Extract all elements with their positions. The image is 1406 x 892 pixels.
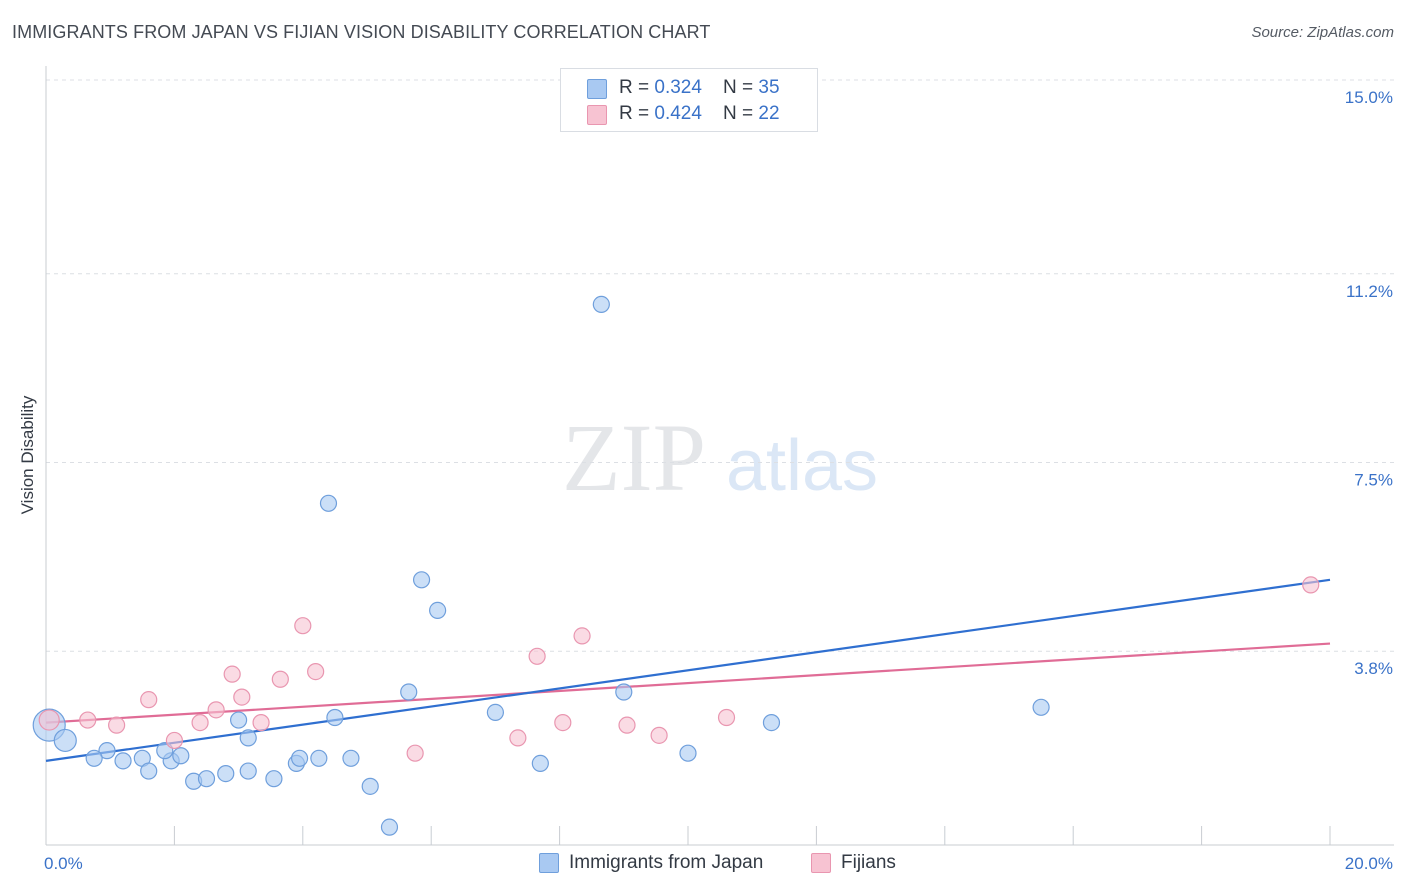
- legend-swatch-fijians: [587, 105, 607, 125]
- data-point-fijians: [294, 617, 312, 635]
- data-point-fijians: [191, 713, 209, 732]
- data-point-japan: [342, 749, 360, 767]
- data-point-fijians: [618, 716, 636, 734]
- legend-n-label: N =: [723, 77, 759, 98]
- data-point-japan: [85, 749, 103, 767]
- data-point-japan: [140, 762, 158, 780]
- data-point-japan: [114, 752, 132, 770]
- legend-r-label: R =: [619, 103, 655, 124]
- legend-r-value: 0.424: [654, 103, 702, 124]
- x-tick-label: 20.0%: [1345, 854, 1393, 873]
- data-point-fijians: [271, 670, 289, 688]
- axes: [45, 66, 1394, 846]
- series-japan-points: [32, 295, 1050, 836]
- data-point-japan: [230, 711, 248, 729]
- legend-n-value: 35: [758, 77, 780, 98]
- data-point-japan: [1032, 698, 1050, 716]
- data-point-fijians: [554, 713, 572, 732]
- data-point-fijians: [717, 708, 736, 727]
- legend-r-value: 0.324: [654, 77, 702, 98]
- data-point-japan: [615, 683, 633, 701]
- data-point-fijians: [509, 729, 527, 747]
- data-point-japan: [172, 747, 190, 765]
- data-point-japan: [197, 770, 216, 788]
- legend-n-value: 22: [758, 103, 780, 124]
- data-point-japan: [98, 742, 116, 760]
- data-point-japan: [326, 708, 344, 727]
- data-point-japan: [53, 728, 77, 753]
- data-point-fijians: [406, 744, 424, 762]
- data-point-fijians: [233, 688, 251, 706]
- source-label: Source: ZipAtlas.com: [1251, 24, 1394, 41]
- data-point-fijians: [573, 627, 591, 645]
- legend-label-japan: Immigrants from Japan: [569, 852, 764, 873]
- data-point-japan: [239, 729, 257, 747]
- legend-swatch-fijians: [811, 853, 831, 873]
- data-point-fijians: [108, 716, 126, 734]
- watermark-atlas: atlas: [726, 426, 878, 506]
- data-point-japan: [361, 777, 379, 795]
- y-tick-label: 11.2%: [1346, 282, 1393, 301]
- data-point-japan: [429, 601, 447, 620]
- y-tick-label: 7.5%: [1354, 471, 1393, 490]
- data-point-japan: [592, 295, 610, 313]
- data-point-fijians: [207, 701, 225, 719]
- y-axis-label: Vision Disability: [18, 395, 37, 515]
- grid-lines: [46, 79, 1394, 652]
- legend-stats: R = 0.324 N = 35 R = 0.424 N = 22: [560, 68, 818, 132]
- legend-n-label: N =: [723, 103, 759, 124]
- data-point-fijians: [38, 709, 60, 731]
- data-point-fijians: [79, 711, 97, 729]
- y-tick-label: 3.8%: [1354, 659, 1393, 678]
- data-point-fijians: [650, 726, 668, 744]
- trend-line-fijians: [45, 642, 1331, 724]
- data-point-japan: [412, 571, 431, 589]
- data-point-fijians: [252, 713, 270, 732]
- data-point-japan: [319, 494, 338, 512]
- tick-labels: 3.8% 7.5% 11.2% 15.0% 0.0% 20.0%: [44, 88, 1393, 873]
- x-tick-label: 0.0%: [44, 854, 83, 873]
- data-point-japan: [217, 764, 235, 783]
- y-tick-label: 15.0%: [1345, 88, 1393, 107]
- data-point-japan: [762, 713, 781, 732]
- data-point-japan: [486, 703, 504, 722]
- legend-swatch-japan: [587, 79, 607, 99]
- data-point-japan: [265, 770, 283, 788]
- legend-label-fijians: Fijians: [841, 852, 896, 873]
- data-point-japan: [679, 744, 697, 762]
- data-point-japan: [531, 754, 549, 773]
- data-point-fijians: [140, 691, 158, 709]
- data-point-fijians: [307, 662, 325, 681]
- data-point-japan: [290, 749, 309, 767]
- legend-r-label: R =: [619, 77, 655, 98]
- legend-swatch-japan: [539, 853, 559, 873]
- data-point-fijians: [165, 731, 183, 750]
- data-point-japan: [239, 762, 257, 780]
- chart-title: IMMIGRANTS FROM JAPAN VS FIJIAN VISION D…: [12, 22, 711, 42]
- watermark-zip: ZIP: [562, 404, 706, 511]
- data-point-fijians: [1302, 576, 1320, 594]
- data-point-fijians: [223, 665, 241, 683]
- series-fijians-points: [38, 576, 1320, 762]
- data-point-fijians: [528, 647, 546, 665]
- data-point-japan: [400, 683, 418, 701]
- data-point-japan: [380, 818, 399, 836]
- data-point-japan: [310, 749, 328, 767]
